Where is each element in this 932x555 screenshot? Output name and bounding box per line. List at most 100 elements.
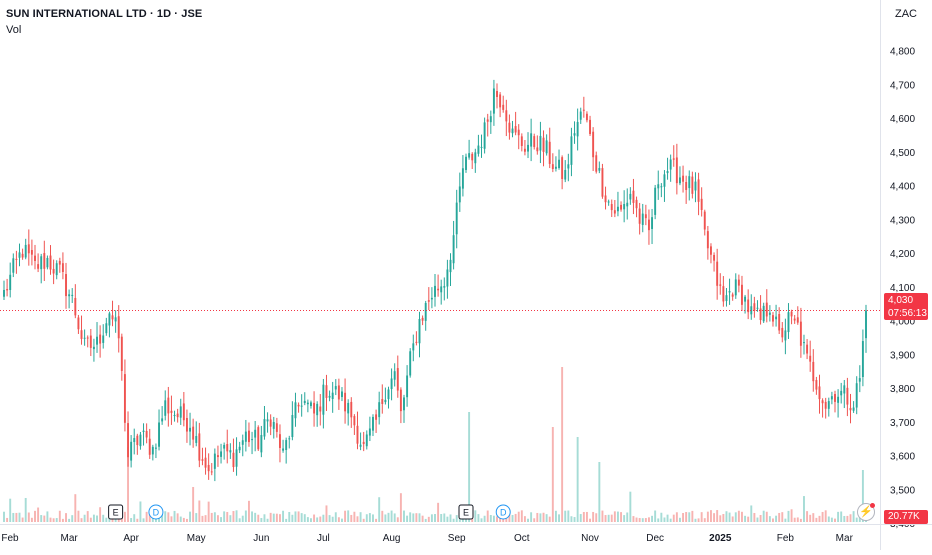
candle-body (582, 109, 585, 111)
last-volume-badge: 20.77K (884, 510, 928, 524)
y-tick-label: 3,800 (890, 384, 915, 395)
volume-bar (446, 516, 449, 522)
volume-bar (430, 514, 433, 522)
price-axis-border (880, 0, 881, 550)
volume-bar (768, 516, 771, 522)
volume-bar (663, 517, 666, 522)
volume-bar (477, 514, 480, 522)
candle-body (542, 137, 545, 152)
earnings-marker (458, 504, 474, 520)
volume-bar (750, 505, 753, 522)
candle-body (616, 206, 619, 212)
volume-bar (666, 514, 669, 522)
volume-bar (189, 511, 192, 522)
candle-body (303, 400, 306, 404)
candle-body (207, 464, 210, 472)
candle-body (282, 448, 285, 451)
volume-bar (747, 516, 750, 522)
volume-bar (523, 516, 526, 522)
volume-bar (644, 518, 647, 522)
volume-bar (741, 511, 743, 522)
candle-body (855, 383, 858, 408)
volume-bar (638, 518, 641, 522)
candle-body (418, 319, 421, 344)
candle-body (737, 279, 740, 286)
volume-bar (647, 517, 650, 522)
candle-body (837, 396, 840, 403)
volume-bar (263, 514, 266, 522)
volume-bar (291, 514, 294, 522)
candle-body (734, 279, 737, 296)
lightning-icon[interactable]: ⚡ (857, 503, 875, 521)
volume-bar (247, 500, 250, 522)
volume-bar (68, 518, 71, 522)
candle-body (133, 438, 136, 443)
volume-bar (474, 510, 477, 522)
volume-bar (824, 510, 827, 522)
candle-body (728, 291, 731, 293)
candle-body (744, 296, 747, 302)
candle-body (437, 288, 440, 291)
volume-bar (486, 510, 489, 522)
volume-bar (71, 515, 74, 522)
candle-body (96, 336, 98, 345)
volume-bar (179, 516, 182, 522)
y-tick-label: 4,200 (890, 249, 915, 260)
candle-body (620, 204, 623, 210)
last-price-badge: 4,030 07:56:13 (884, 293, 928, 320)
earnings-marker (108, 504, 124, 520)
candle-body (589, 119, 591, 134)
volume-bar (623, 515, 626, 522)
candle-body (644, 214, 647, 219)
candle-body (527, 144, 529, 152)
candle-body (449, 259, 452, 273)
volume-bar (728, 512, 731, 522)
candle-body (80, 330, 83, 339)
volume-bar (561, 367, 564, 522)
candle-body (613, 210, 616, 214)
candle-body (505, 110, 508, 122)
x-tick-label: Sep (448, 533, 466, 544)
volume-bar (266, 518, 269, 522)
candle-body (182, 403, 185, 421)
volume-bar (403, 510, 405, 522)
candle-body (114, 317, 117, 322)
volume-bar (437, 502, 440, 522)
volume-bar (375, 518, 378, 522)
y-tick-label: 3,600 (890, 452, 915, 463)
x-tick-label: Apr (123, 533, 139, 544)
volume-bar (551, 427, 554, 522)
candle-body (251, 439, 254, 441)
candle-body (341, 391, 343, 398)
candle-body (502, 104, 505, 110)
volume-bar (6, 517, 9, 522)
volume-bar (765, 511, 768, 522)
candle-body (257, 427, 260, 450)
candle-body (393, 371, 396, 380)
volume-bar (406, 515, 409, 522)
volume-bar (744, 515, 747, 522)
volume-bar (861, 470, 864, 522)
candle-body (843, 385, 846, 394)
volume-bar (753, 512, 756, 522)
candle-body (139, 434, 142, 447)
candle-body (158, 422, 160, 447)
candle-body (790, 311, 793, 317)
volume-bar (353, 511, 356, 522)
candle-body (68, 294, 71, 297)
candle-body (362, 441, 365, 445)
volume-bar (713, 513, 716, 522)
candle-body (533, 136, 536, 147)
candle-body (15, 258, 18, 260)
volume-bar (220, 517, 223, 522)
x-tick-label: Aug (383, 533, 401, 544)
candle-body (396, 368, 399, 391)
volume-bar (567, 510, 570, 522)
dividend-marker (148, 504, 164, 520)
volume-bar (241, 515, 244, 522)
candle-body (9, 274, 12, 291)
volume-bar (279, 514, 281, 522)
volume-bar (15, 512, 18, 522)
currency-label[interactable]: ZAC (895, 8, 917, 20)
price-candles (3, 79, 867, 482)
